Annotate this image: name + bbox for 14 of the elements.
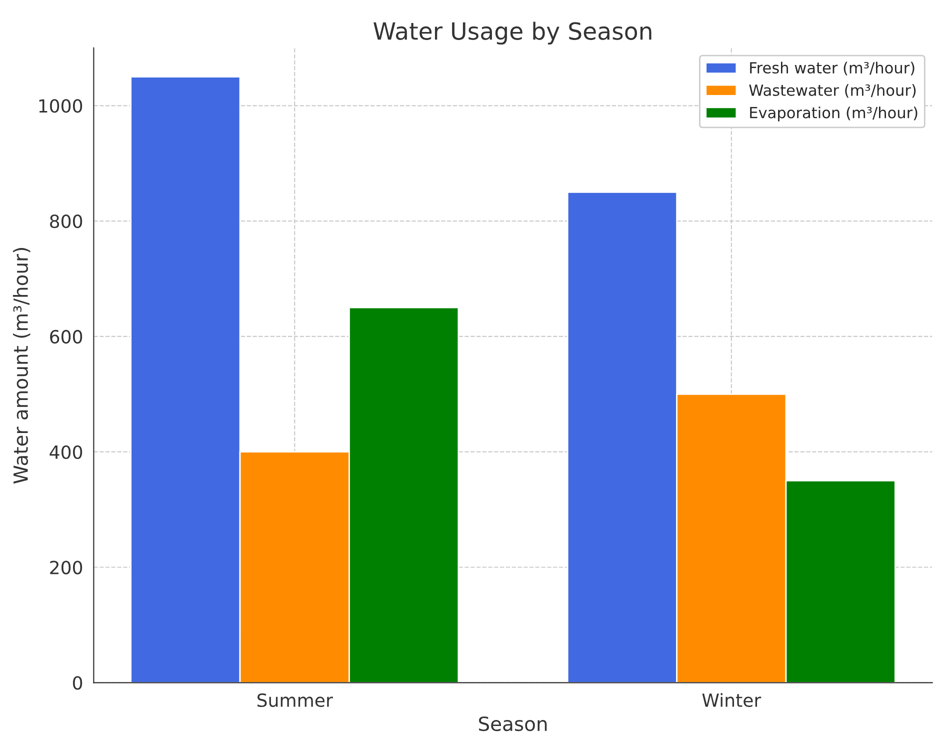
y-tick-label: 200	[50, 560, 82, 574]
legend-label: Wastewater (m³/hour)	[749, 84, 916, 98]
y-tick-label: 600	[50, 330, 82, 344]
x-tick-label: Summer	[258, 693, 333, 708]
legend-label: Fresh water (m³/hour)	[750, 62, 914, 76]
y-tick-label: 0	[72, 676, 82, 690]
y-tick-label: 800	[50, 214, 82, 228]
y-axis-title: Water amount (m³/hour)	[12, 248, 30, 484]
legend-label: Evaporation (m³/hour)	[750, 106, 918, 122]
x-axis-title: Season	[479, 716, 547, 732]
y-tick-label: 1000	[39, 99, 82, 113]
chart-title: Water Usage by Season	[374, 22, 652, 45]
y-tick-label: 400	[50, 445, 82, 459]
x-tick-label: Winter	[702, 693, 762, 708]
